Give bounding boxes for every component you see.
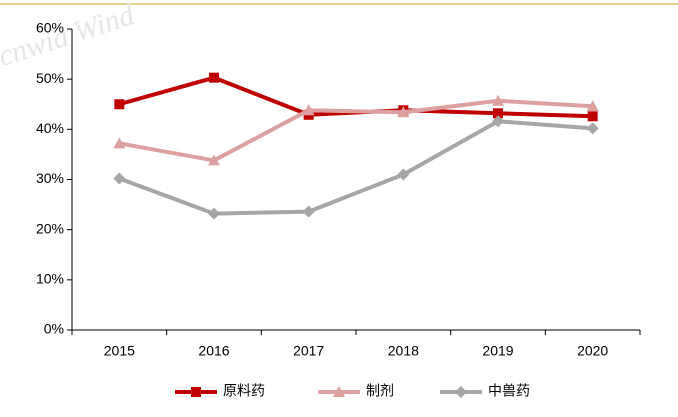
series-line — [118, 119, 593, 216]
data-point — [397, 106, 410, 118]
data-point — [208, 207, 220, 220]
watermark: cnwia Wind — [0, 0, 139, 73]
x-tick-label: 2015 — [104, 343, 135, 359]
data-point — [492, 94, 504, 106]
legend-marker — [191, 387, 201, 397]
series-line — [118, 98, 593, 163]
x-tick-label: 2019 — [482, 343, 513, 359]
x-tick-label: 2018 — [388, 343, 419, 359]
legend-marker — [333, 386, 345, 397]
legend-label: 原料药 — [223, 383, 265, 399]
data-point — [113, 172, 126, 185]
y-tick-label: 30% — [36, 170, 64, 186]
y-tick-label: 0% — [44, 321, 64, 337]
x-tick-label: 2016 — [198, 343, 229, 359]
y-tick-label: 20% — [36, 220, 64, 236]
legend-marker — [455, 386, 467, 398]
data-point — [587, 111, 598, 122]
x-tick-label: 2020 — [577, 343, 608, 359]
data-point — [397, 168, 410, 181]
x-tick-label: 2017 — [293, 343, 324, 359]
data-point — [208, 154, 220, 166]
data-point — [114, 99, 125, 110]
legend-label: 制剂 — [366, 383, 394, 399]
data-point — [209, 72, 219, 83]
data-point — [586, 122, 599, 135]
y-tick-label: 10% — [36, 271, 64, 287]
data-point — [586, 100, 599, 112]
data-point — [493, 108, 503, 119]
y-tick-label: 60% — [36, 20, 64, 36]
data-point — [492, 115, 504, 128]
y-tick-label: 50% — [36, 70, 64, 86]
legend-label: 中兽药 — [488, 383, 530, 399]
data-point — [113, 137, 126, 149]
data-point — [302, 205, 315, 218]
data-point — [302, 104, 315, 116]
y-tick-label: 40% — [36, 120, 64, 136]
